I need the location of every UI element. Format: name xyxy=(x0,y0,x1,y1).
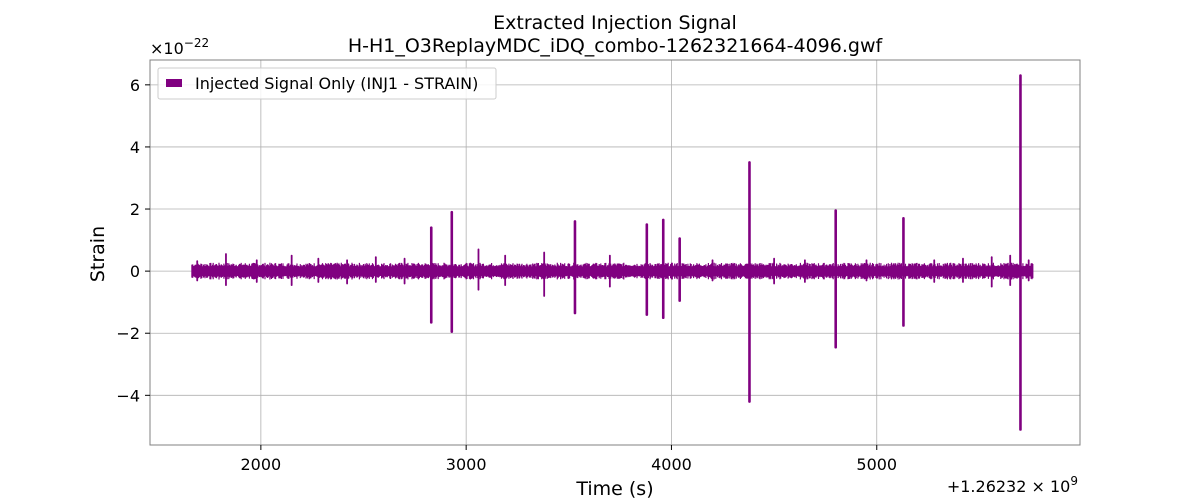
y-ticks: −4 −2 0 2 4 6 xyxy=(116,76,150,405)
x-axis-label: Time (s) xyxy=(575,478,653,500)
y-tick-label: −2 xyxy=(116,324,140,343)
y-tick-label: 2 xyxy=(130,200,140,219)
legend: Injected Signal Only (INJ1 - STRAIN) xyxy=(157,67,497,100)
x-offset-label: +1.26232 × 109 xyxy=(947,474,1078,496)
y-tick-label: 6 xyxy=(130,76,140,95)
y-scale-label: ×10−22 xyxy=(150,36,209,58)
legend-swatch xyxy=(166,79,182,87)
y-tick-label: 0 xyxy=(130,262,140,281)
legend-label: Injected Signal Only (INJ1 - STRAIN) xyxy=(195,74,478,93)
chart-title-line1: Extracted Injection Signal xyxy=(493,12,737,34)
signal-noise xyxy=(191,262,1034,280)
legend-box xyxy=(157,67,497,100)
y-tick-label: 4 xyxy=(130,138,140,157)
x-tick-label: 2000 xyxy=(241,455,282,474)
x-tick-label: 4000 xyxy=(651,455,692,474)
y-axis-label: Strain xyxy=(87,226,109,282)
x-tick-label: 3000 xyxy=(446,455,487,474)
grid-lines xyxy=(150,60,1080,445)
data-series xyxy=(191,74,1034,431)
x-ticks: 2000 3000 4000 5000 xyxy=(241,445,897,474)
x-tick-label: 5000 xyxy=(856,455,897,474)
chart-title-line2: H-H1_O3ReplayMDC_iDQ_combo-1262321664-40… xyxy=(348,35,884,57)
plot-frame xyxy=(149,59,1081,446)
y-tick-label: −4 xyxy=(116,386,140,405)
